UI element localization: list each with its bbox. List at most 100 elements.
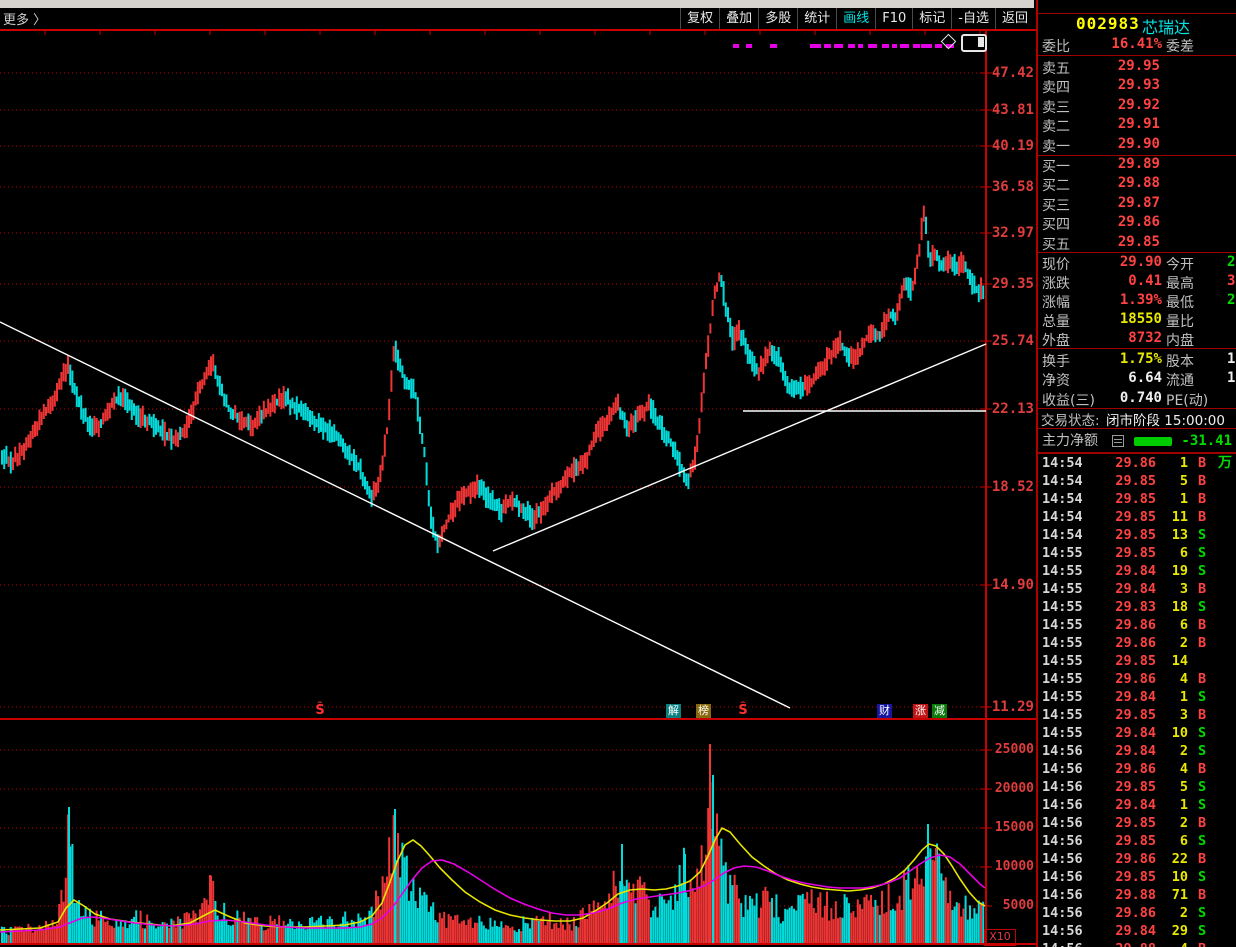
bid-row[interactable]: 买五 29.85 — [1042, 233, 1160, 253]
tick-row: 14:56 29.88 4 B — [1038, 941, 1236, 947]
tick-row: 14:55 29.84 1 S — [1042, 689, 1207, 705]
bid-row[interactable]: 买二 29.88 — [1042, 175, 1160, 195]
main-flow-label: 主力净额 — [1042, 433, 1098, 449]
trade-status-label: 交易状态: — [1041, 413, 1100, 429]
price-axis-tick: 14.90 — [991, 577, 1034, 593]
price-axis-tick: 40.19 — [991, 138, 1034, 154]
kline-chart[interactable] — [0, 0, 1036, 947]
toolbar-button-7[interactable]: 标记 — [912, 8, 951, 29]
ask-row[interactable]: 卖二 29.91 — [1042, 116, 1160, 136]
tick-row: 14:55 29.84 3 B — [1042, 581, 1207, 597]
tick-row: 14:54 29.86 1 B — [1042, 455, 1207, 471]
price-axis-tick: 36.58 — [991, 179, 1034, 195]
volume-axis-tick: 5000 — [1002, 898, 1034, 913]
ask-row[interactable]: 卖四 29.93 — [1042, 77, 1160, 97]
price-axis-tick: 29.35 — [991, 276, 1034, 292]
tick-row: 14:56 29.85 2 B — [1042, 815, 1207, 831]
tick-row: 14:55 29.86 4 B — [1042, 671, 1207, 687]
tick-row: 14:55 29.85 3 B — [1042, 707, 1207, 723]
window-top-strip — [0, 0, 1034, 8]
bid-row[interactable]: 买四 29.86 — [1042, 214, 1160, 234]
event-marker-财[interactable]: 财 — [877, 704, 892, 718]
flow-bar — [1134, 437, 1172, 446]
stock-code: 002983 — [1076, 14, 1140, 33]
tick-row: 14:56 29.84 29 S — [1042, 923, 1207, 939]
price-axis-tick: 18.52 — [991, 479, 1034, 495]
ask-row[interactable]: 卖五 29.95 — [1042, 58, 1160, 77]
tick-row: 14:54 29.85 5 B — [1042, 473, 1207, 489]
price-axis-tick: 25.74 — [991, 333, 1034, 349]
event-marker-涨[interactable]: 涨 — [913, 704, 928, 718]
toolbar-button-1[interactable]: 复权 — [680, 8, 719, 29]
ask-row[interactable]: 卖三 29.92 — [1042, 96, 1160, 116]
tick-row: 14:56 29.86 22 B — [1042, 851, 1207, 867]
toolbar-button-4[interactable]: 统计 — [797, 8, 836, 29]
tick-row: 14:56 29.84 2 S — [1042, 743, 1207, 759]
tick-row: 14:55 29.84 10 S — [1042, 725, 1207, 741]
tick-row: 14:55 29.85 6 S — [1042, 545, 1207, 561]
stat-row: 现价 29.90 今开 2 — [1042, 254, 1236, 273]
toolbar-button-3[interactable]: 多股 — [758, 8, 797, 29]
tick-row: 14:55 29.84 19 S — [1042, 563, 1207, 579]
price-axis-tick: 11.29 — [991, 699, 1034, 715]
weibi-value: 16.41% — [1111, 36, 1162, 52]
price-axis-tick: 47.42 — [991, 65, 1034, 81]
xr-marker-icon[interactable]: Ŝ — [738, 703, 748, 718]
stock-name: 芯瑞达 — [1142, 18, 1191, 37]
stat-row: 涨跌 0.41 最高 3 — [1042, 273, 1236, 292]
volume-axis-tick: 25000 — [994, 742, 1034, 757]
tick-row: 14:55 29.86 2 B — [1042, 635, 1207, 651]
price-axis-tick: 32.97 — [991, 225, 1034, 241]
toolbar-buttons: 复权 叠加 多股 统计 画线 F10 标记 -自选 返回 — [680, 8, 1034, 29]
event-marker-榜[interactable]: 榜 — [696, 704, 711, 718]
stat-row: 换手 1.75% 股本 1. — [1042, 351, 1236, 370]
bid-row[interactable]: 买一 29.89 — [1042, 156, 1160, 175]
toolbar-button-8[interactable]: -自选 — [951, 8, 995, 29]
volume-multiplier-label: X10 — [984, 929, 1016, 946]
toolbar-button-9[interactable]: 返回 — [994, 8, 1034, 29]
detail-icon[interactable] — [1112, 435, 1124, 447]
tick-row: 14:55 29.86 6 B — [1042, 617, 1207, 633]
tick-row: 14:56 29.86 4 B — [1042, 761, 1207, 777]
tick-trade-list[interactable]: 14:54 29.86 1 B 14:54 29.85 5 B 14:54 29.8… — [1038, 455, 1236, 947]
tick-row: 14:56 29.85 6 S — [1042, 833, 1207, 849]
volume-axis-tick: 20000 — [994, 781, 1034, 796]
tick-row: 14:55 29.85 14 — [1042, 653, 1188, 669]
tick-row: 14:54 29.85 1 B — [1042, 491, 1207, 507]
event-marker-解[interactable]: 解 — [666, 704, 681, 718]
tick-row: 14:56 29.86 2 S — [1042, 905, 1207, 921]
more-button[interactable]: 更多 〉 — [3, 13, 47, 28]
stock-title: 002983 芯瑞达 — [1038, 14, 1236, 37]
panel-toggle-icon[interactable] — [961, 34, 987, 52]
stat-row: 净资 6.64 流通 1. — [1042, 370, 1236, 390]
stat-row: 总量 18550 量比 — [1042, 311, 1194, 330]
weicha-label: 委差 — [1166, 39, 1194, 55]
volume-axis-tick: 15000 — [994, 820, 1034, 835]
bid-row[interactable]: 买三 29.87 — [1042, 194, 1160, 214]
price-axis-tick: 22.13 — [991, 401, 1034, 417]
main-flow-value: -31.41万 — [1181, 433, 1232, 471]
tick-row: 14:56 29.85 5 S — [1042, 779, 1207, 795]
trade-status-value: 闭市阶段 15:00:00 — [1106, 413, 1225, 429]
stat-row: 涨幅 1.39% 最低 2 — [1042, 292, 1236, 311]
tick-row: 14:54 29.85 11 B — [1042, 509, 1207, 525]
tick-row: 14:54 29.85 13 S — [1042, 527, 1207, 543]
stat-row: 外盘 8732 内盘 — [1042, 330, 1194, 349]
event-marker-减[interactable]: 减 — [932, 704, 947, 718]
tick-row: 14:55 29.83 18 S — [1042, 599, 1207, 615]
xr-marker-icon[interactable]: Ŝ — [315, 703, 325, 718]
toolbar: 更多 〉 复权 叠加 多股 统计 画线 F10 标记 -自选 返回 — [0, 8, 1034, 29]
tick-row: 14:56 29.85 10 S — [1042, 869, 1207, 885]
price-axis-tick: 43.81 — [991, 102, 1034, 118]
toolbar-button-6[interactable]: F10 — [875, 8, 912, 29]
ask-row[interactable]: 卖一 29.90 — [1042, 135, 1160, 155]
weibi-row: 委比 16.41% 委差 — [1038, 36, 1236, 55]
volume-axis-tick: 10000 — [994, 859, 1034, 874]
tick-row: 14:56 29.84 1 S — [1042, 797, 1207, 813]
quote-panel: 002983 芯瑞达 委比 16.41% 委差 卖五 29.95 卖四 29.93… — [1036, 0, 1236, 947]
toolbar-button-2[interactable]: 叠加 — [719, 8, 758, 29]
toolbar-button-5[interactable]: 画线 — [836, 8, 875, 29]
tick-row: 14:56 29.88 71 B — [1042, 887, 1207, 903]
main-flow-row: 主力净额 -31.41万 — [1038, 430, 1236, 471]
trade-status-row: 交易状态: 闭市阶段 15:00:00 — [1038, 409, 1236, 429]
